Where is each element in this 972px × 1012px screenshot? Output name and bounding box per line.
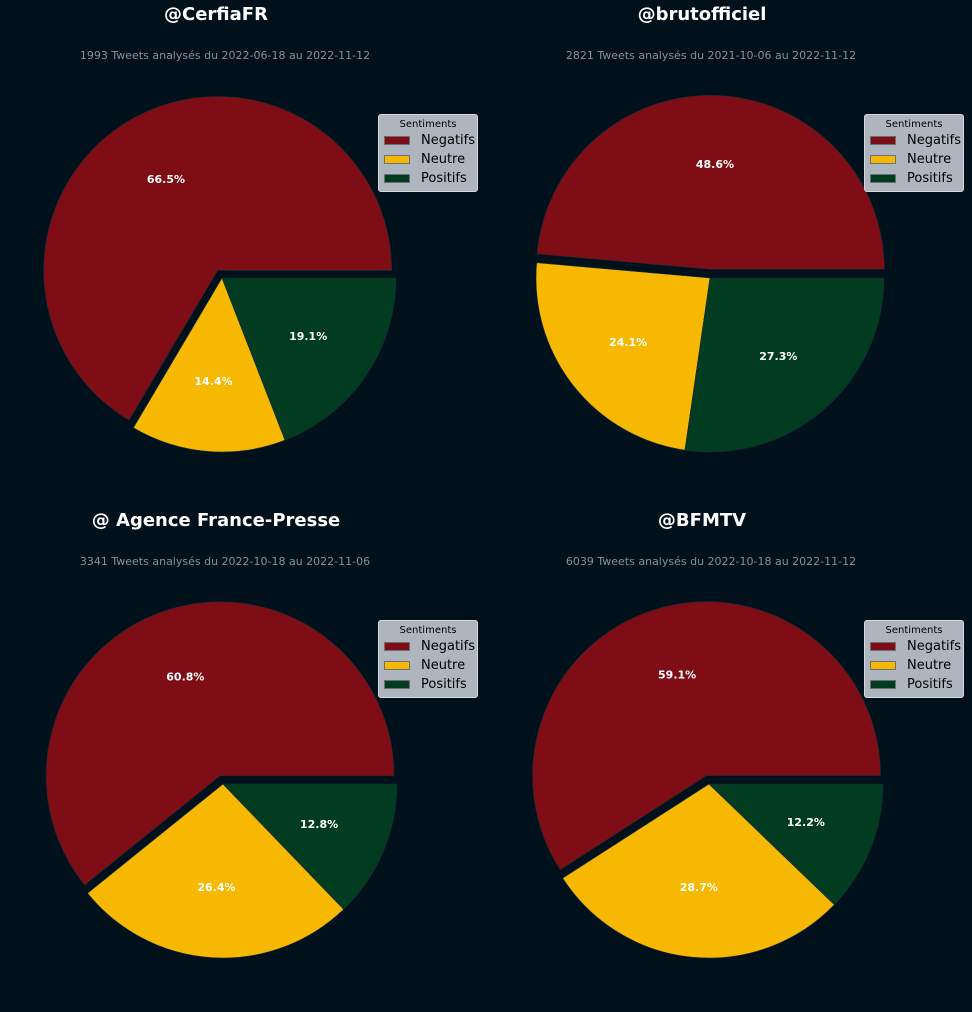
legend-item-neutre: Neutre	[384, 150, 477, 169]
legend-label: Neutre	[421, 658, 466, 673]
legend-item-positifs: Positifs	[384, 675, 477, 694]
legend-item-negatifs: Negatifs	[384, 131, 477, 150]
pie-label-positifs: 12.2%	[787, 816, 825, 829]
legend-swatch	[384, 174, 410, 183]
legend-label: Negatifs	[907, 133, 961, 148]
legend-label: Neutre	[907, 152, 952, 167]
pie-slice-positifs	[221, 277, 397, 441]
pie-label-negatifs: 48.6%	[696, 158, 734, 171]
legend-item-neutre: Neutre	[870, 656, 963, 675]
legend-item-neutre: Neutre	[384, 656, 477, 675]
pie-slice-neutre	[562, 783, 835, 959]
chart-panel-brutofficiel: @brutofficiel 2821 Tweets analysés du 20…	[486, 0, 972, 506]
legend-item-neutre: Neutre	[870, 150, 963, 169]
legend-swatch	[384, 642, 410, 651]
legend-swatch	[870, 155, 896, 164]
legend-swatch	[384, 661, 410, 670]
pie-label-negatifs: 66.5%	[147, 173, 185, 186]
legend-swatch	[870, 642, 896, 651]
chart-panel-afp: @ Agence France-Presse 3341 Tweets analy…	[0, 506, 486, 1012]
pie-label-negatifs: 59.1%	[658, 668, 696, 681]
pie-chart: 59.1% 28.7% 12.2%	[532, 601, 884, 959]
pie-label-neutre: 14.4%	[194, 375, 232, 388]
legend-label: Negatifs	[907, 639, 961, 654]
pie-label-negatifs: 60.8%	[166, 670, 204, 683]
pie-slice-neutre	[87, 783, 345, 959]
legend: Sentiments Negatifs Neutre Positifs	[378, 620, 478, 698]
legend-swatch	[870, 136, 896, 145]
pie-slice-neutre	[133, 277, 286, 453]
chart-title: @brutofficiel	[637, 4, 767, 25]
legend-label: Neutre	[907, 658, 952, 673]
chart-subtitle: 3341 Tweets analysés du 2022-10-18 au 20…	[79, 555, 371, 568]
legend: Sentiments Negatifs Neutre Positifs	[864, 620, 964, 698]
pie-slice-negatifs	[45, 601, 395, 886]
legend-item-negatifs: Negatifs	[870, 637, 963, 656]
legend: Sentiments Negatifs Neutre Positifs	[864, 114, 964, 192]
pie-label-positifs: 12.8%	[300, 818, 338, 831]
legend-label: Positifs	[421, 171, 467, 186]
legend-title: Sentiments	[399, 625, 457, 636]
pie-label-neutre: 28.7%	[680, 881, 718, 894]
legend-swatch	[384, 680, 410, 689]
pie-chart: 66.5% 14.4% 19.1%	[43, 96, 397, 453]
legend-label: Negatifs	[421, 639, 475, 654]
legend-title: Sentiments	[399, 119, 457, 130]
legend-label: Positifs	[907, 677, 953, 692]
chart-subtitle: 1993 Tweets analysés du 2022-06-18 au 20…	[79, 49, 371, 62]
chart-title: @CerfiaFR	[164, 4, 268, 25]
pie-chart: 48.6% 24.1% 27.3%	[535, 95, 885, 453]
pie-slice-positifs	[222, 783, 398, 910]
pie-slice-negatifs	[532, 601, 881, 871]
legend: Sentiments Negatifs Neutre Positifs	[378, 114, 478, 192]
legend-label: Positifs	[421, 677, 467, 692]
legend-item-positifs: Positifs	[384, 169, 477, 188]
chart-subtitle: 2821 Tweets analysés du 2021-10-06 au 20…	[565, 49, 857, 62]
pie-slice-neutre	[535, 262, 711, 451]
pie-label-neutre: 26.4%	[197, 881, 235, 894]
legend-title: Sentiments	[885, 119, 943, 130]
chart-panel-bfmtv: @BFMTV 6039 Tweets analysés du 2022-10-1…	[486, 506, 972, 1012]
legend-label: Neutre	[421, 152, 466, 167]
chart-panel-cerfiafr: @CerfiaFR 1993 Tweets analysés du 2022-0…	[0, 0, 486, 506]
pie-label-positifs: 19.1%	[289, 330, 327, 343]
legend-item-negatifs: Negatifs	[384, 637, 477, 656]
legend-title: Sentiments	[885, 625, 943, 636]
pie-slice-positifs	[708, 783, 884, 906]
chart-title: @ Agence France-Presse	[91, 510, 341, 531]
chart-subtitle: 6039 Tweets analysés du 2022-10-18 au 20…	[565, 555, 857, 568]
legend-swatch	[870, 661, 896, 670]
legend-swatch	[384, 136, 410, 145]
legend-item-positifs: Positifs	[870, 675, 963, 694]
pie-chart: 60.8% 26.4% 12.8%	[45, 601, 398, 959]
legend-swatch	[384, 155, 410, 164]
legend-swatch	[870, 680, 896, 689]
legend-item-positifs: Positifs	[870, 169, 963, 188]
chart-title: @BFMTV	[657, 510, 747, 531]
legend-label: Positifs	[907, 171, 953, 186]
pie-slice-negatifs	[536, 95, 885, 270]
legend-swatch	[870, 174, 896, 183]
legend-item-negatifs: Negatifs	[870, 131, 963, 150]
legend-label: Negatifs	[421, 133, 475, 148]
pie-slice-negatifs	[43, 96, 392, 421]
pie-slice-positifs	[684, 277, 885, 453]
pie-label-neutre: 24.1%	[609, 336, 647, 349]
pie-label-positifs: 27.3%	[759, 350, 797, 363]
